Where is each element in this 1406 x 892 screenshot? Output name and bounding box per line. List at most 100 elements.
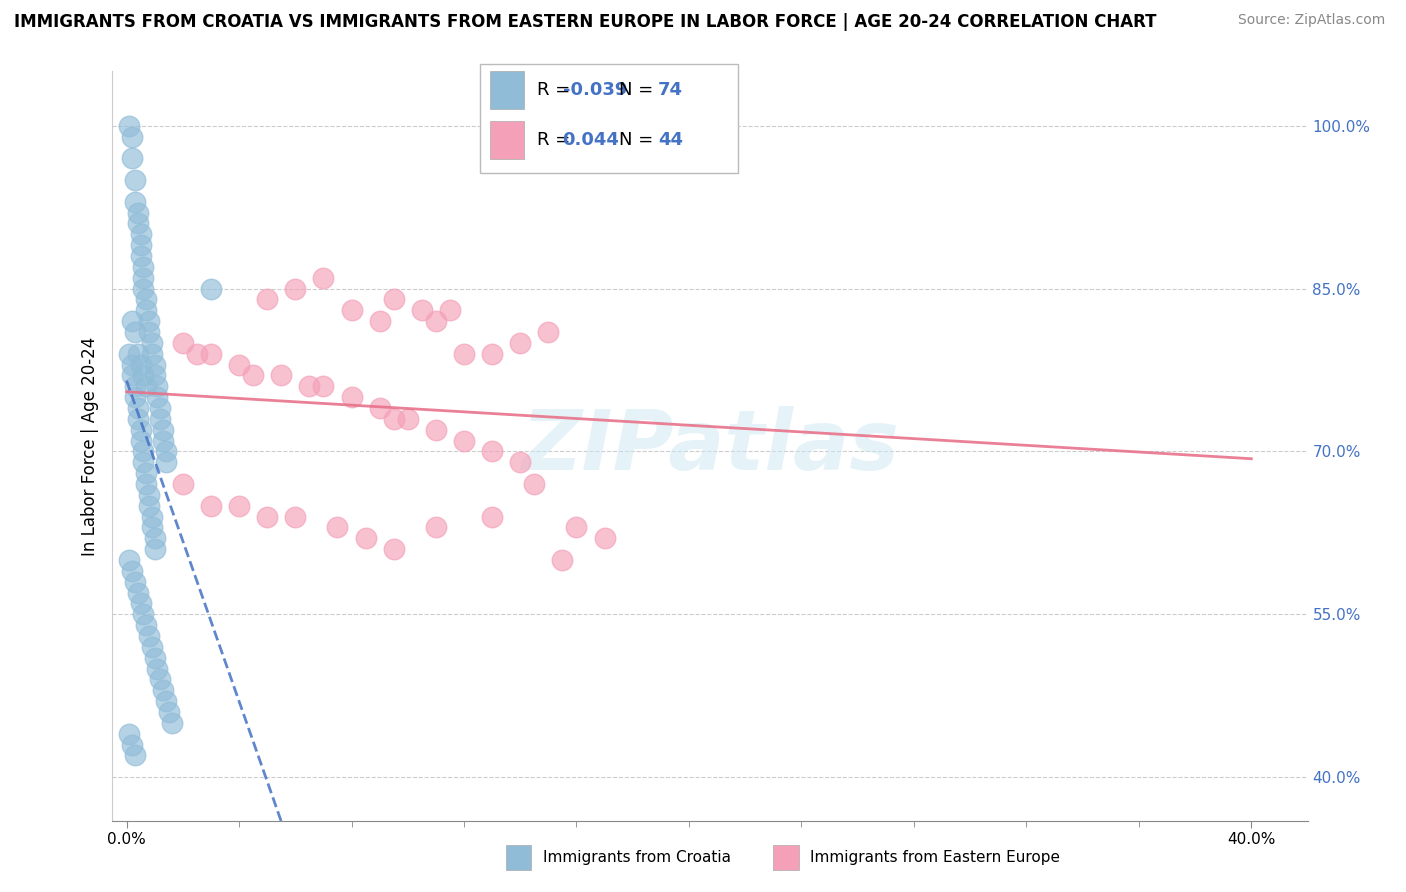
Point (509, 335, 531, 350)
Point (132, 455, 155, 469)
Point (270, 368, 292, 383)
Point (284, 281, 307, 295)
Point (242, 368, 264, 383)
Text: R =: R = (537, 131, 575, 150)
Text: R =: R = (537, 81, 575, 100)
Point (146, 379, 169, 393)
Point (138, 488, 160, 502)
Text: 0.044: 0.044 (562, 131, 620, 150)
Point (200, 281, 222, 295)
Point (138, 629, 160, 643)
Point (121, 738, 143, 752)
Point (141, 347, 163, 361)
Point (141, 335, 163, 350)
Point (396, 412, 419, 426)
Text: ZIPatlas: ZIPatlas (522, 406, 898, 486)
Point (132, 368, 155, 383)
Point (118, 553, 141, 567)
Point (298, 379, 321, 393)
Point (551, 119, 574, 133)
Point (565, 520, 588, 534)
Point (382, 293, 405, 307)
Point (425, 314, 447, 328)
Point (172, 477, 194, 491)
Point (172, 335, 194, 350)
Text: Immigrants from Croatia: Immigrants from Croatia (543, 850, 731, 864)
Point (143, 542, 166, 557)
Point (129, 249, 152, 263)
Point (200, 347, 222, 361)
Text: 74: 74 (658, 81, 683, 100)
Point (127, 205, 149, 219)
Point (121, 358, 143, 372)
Point (382, 412, 405, 426)
Point (143, 368, 166, 383)
Point (152, 434, 174, 448)
Point (382, 542, 405, 557)
Point (149, 673, 172, 687)
Point (124, 574, 146, 589)
Point (200, 499, 222, 513)
Point (135, 618, 157, 632)
Point (312, 270, 335, 285)
Point (127, 412, 149, 426)
Point (129, 227, 152, 242)
Text: N =: N = (620, 131, 659, 150)
Point (132, 260, 155, 274)
Point (141, 640, 163, 654)
Point (143, 531, 166, 545)
Point (129, 358, 152, 372)
Point (129, 238, 152, 252)
Point (124, 390, 146, 404)
Point (132, 607, 155, 622)
Y-axis label: In Labor Force | Age 20-24: In Labor Force | Age 20-24 (80, 336, 98, 556)
Point (121, 368, 143, 383)
Point (118, 347, 141, 361)
Point (340, 303, 363, 318)
Point (155, 455, 177, 469)
Point (326, 520, 349, 534)
Point (132, 281, 155, 295)
Text: Source: ZipAtlas.com: Source: ZipAtlas.com (1237, 13, 1385, 28)
Point (425, 520, 447, 534)
Point (127, 347, 149, 361)
Point (228, 358, 250, 372)
Point (551, 553, 574, 567)
Point (149, 401, 172, 415)
Point (132, 270, 155, 285)
Point (509, 455, 531, 469)
Point (593, 531, 616, 545)
Text: 44: 44 (658, 131, 683, 150)
Point (146, 662, 169, 676)
Point (135, 303, 157, 318)
Point (340, 390, 363, 404)
Point (124, 748, 146, 763)
Point (118, 727, 141, 741)
Point (135, 293, 157, 307)
Point (135, 379, 157, 393)
Point (127, 401, 149, 415)
Point (129, 597, 152, 611)
Point (124, 325, 146, 339)
Point (186, 347, 208, 361)
Point (284, 509, 307, 524)
Point (481, 444, 503, 458)
Point (152, 423, 174, 437)
Point (124, 173, 146, 187)
Point (141, 520, 163, 534)
Point (127, 585, 149, 599)
Point (149, 412, 172, 426)
Point (152, 683, 174, 698)
Point (135, 477, 157, 491)
Point (439, 303, 461, 318)
Text: Immigrants from Eastern Europe: Immigrants from Eastern Europe (810, 850, 1060, 864)
Point (146, 390, 169, 404)
Point (256, 509, 278, 524)
Point (121, 564, 143, 578)
Point (143, 650, 166, 665)
Point (157, 705, 180, 719)
Text: IMMIGRANTS FROM CROATIA VS IMMIGRANTS FROM EASTERN EUROPE IN LABOR FORCE | AGE 2: IMMIGRANTS FROM CROATIA VS IMMIGRANTS FR… (14, 13, 1157, 31)
Point (129, 434, 152, 448)
Point (121, 129, 143, 144)
Point (368, 401, 391, 415)
